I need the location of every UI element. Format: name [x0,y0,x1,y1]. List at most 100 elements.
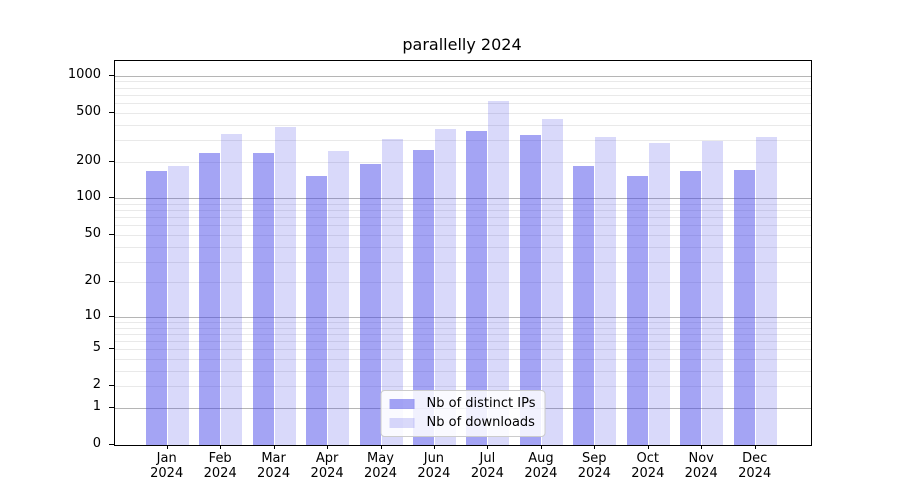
x-tick-mark [487,445,489,449]
gridline-70 [115,217,811,219]
legend-label-distinct-ips: Nb of distinct IPs [426,396,536,411]
x-tick-label-mar: Mar 2024 [257,451,291,481]
y-tick-mark [109,281,114,283]
bar-downloads-apr [328,150,350,445]
gridline-200 [115,161,811,163]
y-tick-mark [109,233,114,235]
y-tick-label: 1000 [67,66,101,82]
x-tick-label-oct: Oct 2024 [631,451,665,481]
gridline-90 [115,204,811,205]
x-tick-label-feb: Feb 2024 [203,451,237,481]
y-tick-mark [109,444,114,445]
y-tick-label: 20 [84,273,101,289]
bar-distinct-ips-jul [466,130,488,445]
gridline-700 [115,94,811,96]
gridline-800 [115,87,811,89]
gridline-4 [115,359,811,360]
bar-downloads-nov [702,141,724,445]
y-tick-label: 2 [92,377,101,393]
y-tick-label: 100 [76,189,101,205]
x-tick-mark [701,445,703,449]
bar-downloads-sep [595,136,617,445]
bar-distinct-ips-oct [626,175,648,445]
x-tick-label-sep: Sep 2024 [577,451,611,481]
x-tick-mark [540,445,542,449]
y-tick-label: 1 [92,399,101,414]
downloads-swatch-icon [389,418,415,428]
bar-downloads-jun [434,128,456,445]
gridline-20 [115,282,811,284]
bar-distinct-ips-apr [306,175,328,445]
chart-title: parallelly 2024 [402,35,522,54]
gridline-900 [115,81,811,83]
gridline-80 [115,210,811,212]
y-tick-label: 500 [76,103,101,119]
gridline-600 [115,103,811,105]
legend: Nb of distinct IPs Nb of downloads [380,390,546,437]
bar-downloads-feb [221,134,243,445]
legend-label-downloads: Nb of downloads [426,415,535,430]
bar-distinct-ips-nov [680,170,702,445]
bar-downloads-aug [541,118,563,445]
gridline-10 [115,316,811,318]
x-tick-mark [380,445,382,449]
gridline-400 [115,124,811,126]
x-tick-mark [594,445,596,449]
gridline-50 [115,234,811,236]
y-tick-label: 5 [92,340,101,356]
plot-area [114,60,812,446]
bar-distinct-ips-aug [519,134,541,445]
y-tick-mark [109,197,114,199]
bar-distinct-ips-jan [145,170,167,445]
bar-downloads-mar [274,126,296,445]
x-tick-label-aug: Aug 2024 [524,451,558,481]
x-tick-mark [220,445,222,449]
gridline-3 [115,370,811,372]
x-tick-label-may: May 2024 [363,451,398,481]
y-tick-mark [109,74,114,76]
gridline-7 [115,333,811,335]
x-tick-mark [754,445,756,449]
y-tick-mark [109,111,114,113]
x-tick-label-apr: Apr 2024 [310,451,344,481]
bar-distinct-ips-sep [573,165,595,445]
bar-distinct-ips-jun [412,150,434,445]
gridline-6 [115,341,811,342]
x-tick-label-jun: Jun 2024 [417,451,451,481]
gridline-500 [115,112,811,114]
x-tick-label-nov: Nov 2024 [684,451,718,481]
gridline-9 [115,322,811,323]
y-tick-label: 10 [84,307,101,323]
bar-distinct-ips-mar [252,152,274,445]
x-tick-label-jul: Jul 2024 [470,451,504,481]
gridline-100 [115,198,811,200]
y-tick-mark [109,385,114,387]
x-tick-mark [433,445,435,449]
y-tick-mark [109,160,114,162]
y-tick-label: 200 [76,152,101,168]
y-tick-mark [109,315,114,317]
y-tick-mark [109,348,114,350]
gridline-60 [115,225,811,227]
bar-distinct-ips-dec [733,169,755,445]
x-tick-label-jan: Jan 2024 [150,451,184,481]
y-tick-label: 50 [84,225,101,241]
y-tick-mark [109,407,114,408]
distinct-ips-swatch-icon [389,399,415,409]
bar-downloads-jan [167,165,189,445]
x-tick-mark [647,445,649,449]
bar-downloads-dec [755,137,777,445]
gridline-5 [115,349,811,351]
x-tick-mark [327,445,329,449]
x-tick-mark [273,445,275,449]
legend-item-distinct-ips: Nb of distinct IPs [389,396,536,412]
y-tick-label: 0 [92,436,101,451]
bar-downloads-jul [488,100,510,445]
x-tick-mark [166,445,168,449]
bar-distinct-ips-may [359,163,381,445]
gridline-40 [115,246,811,248]
gridline-30 [115,261,811,263]
gridline-300 [115,140,811,141]
bar-downloads-may [381,138,403,445]
